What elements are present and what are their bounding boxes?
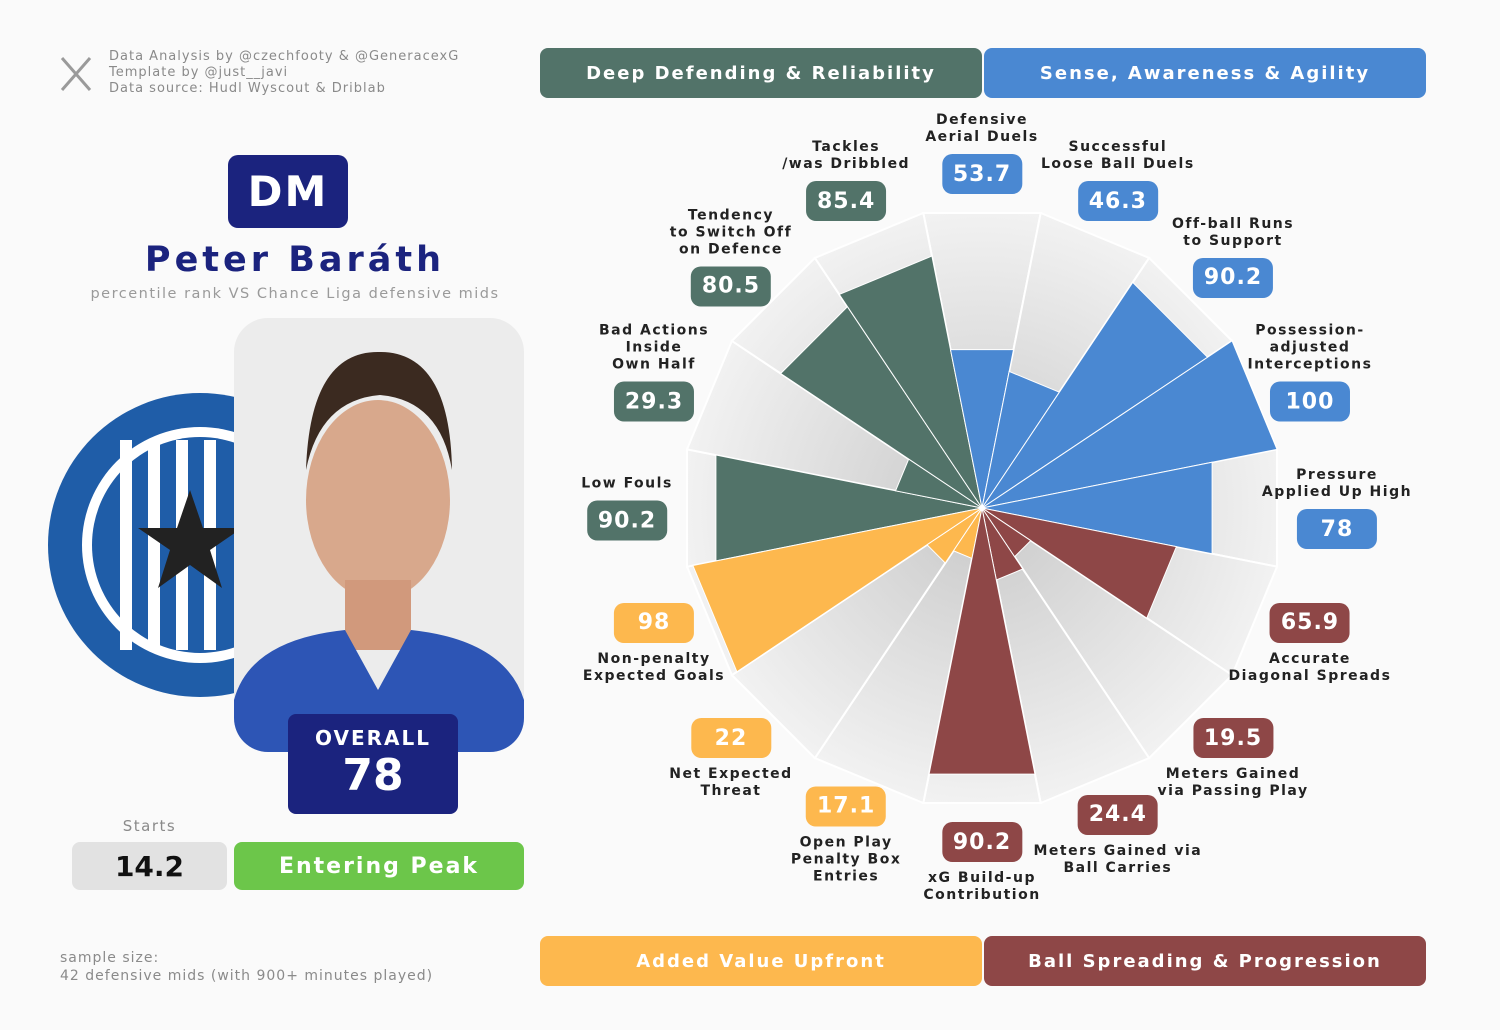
player-name: Peter Baráth <box>144 240 446 280</box>
axis-label: 65.9 Accurate Diagonal Spreads <box>1228 602 1392 685</box>
value-label: 80.5 <box>690 266 771 307</box>
credit: Template by @just__javi <box>109 65 289 80</box>
polar-chart <box>685 211 1279 805</box>
axis-label: Possession-adjusted Interceptions 100 <box>1215 323 1405 422</box>
value-label: 19.5 <box>1193 718 1274 759</box>
axis-label: Defensive Aerial Duels 53.7 <box>925 112 1038 194</box>
axis-label: 24.4 Meters Gained via Ball Carries <box>1033 794 1203 877</box>
club-logo <box>48 393 240 697</box>
group-banner: Added Value Upfront <box>540 936 982 986</box>
value-label: 85.4 <box>806 181 887 222</box>
category-label: Bad Actions Inside Own Half <box>598 322 710 373</box>
bar <box>928 507 1036 775</box>
category-label: Successful Loose Ball Duels <box>1041 139 1195 173</box>
category-label: Accurate Diagonal Spreads <box>1228 650 1392 684</box>
axis-label: Tackles /was Dribbled 85.4 <box>782 139 911 222</box>
starts-box <box>72 842 227 890</box>
category-label: Tendency to Switch Off on Defence <box>669 207 793 258</box>
axis-label: Bad Actions Inside Own Half 29.3 <box>599 323 709 422</box>
value-label: 29.3 <box>614 381 695 422</box>
axis-label: Pressure Applied Up High 78 <box>1262 467 1412 549</box>
axis-label: 98 Non-penalty Expected Goals <box>582 602 726 685</box>
axis-label: 22 Net Expected Threat <box>669 718 792 800</box>
axis-label: Off-ball Runs to Support 90.2 <box>1172 216 1294 298</box>
x-logo <box>60 57 92 91</box>
category-label: Possession-adjusted Interceptions <box>1247 322 1373 373</box>
value-label: 90.2 <box>1193 257 1274 298</box>
overall-box <box>288 714 458 814</box>
position: DM <box>247 167 329 216</box>
value-label: 17.1 <box>806 786 887 827</box>
position-badge <box>228 155 348 228</box>
overall-value: 78 <box>342 750 404 801</box>
value-label: 90.2 <box>587 500 667 541</box>
group-banner: Deep Defending & Reliability <box>540 48 982 98</box>
starts-label: Starts <box>122 817 177 835</box>
category-label: xG Build-up Contribution <box>923 870 1041 903</box>
value-label: 53.7 <box>942 154 1022 194</box>
credits: Data Analysis by @czechfooty & @Generace… <box>109 49 459 97</box>
starts-value: 14.2 <box>114 849 185 883</box>
status: Entering Peak <box>278 853 480 879</box>
group-banner: Sense, Awareness & Agility <box>984 48 1426 98</box>
category-label: Open Play Penalty Box Entries <box>790 834 902 885</box>
axis-label: 19.5 Meters Gained via Passing Play <box>1157 718 1308 800</box>
bar <box>692 507 983 673</box>
category-label: Low Fouls <box>581 475 673 492</box>
player-photo <box>234 351 524 752</box>
subtitle: percentile rank VS Chance Liga defensive… <box>90 286 500 302</box>
category-label: Net Expected Threat <box>669 766 793 800</box>
credit: Data Analysis by @czechfooty & @Generace… <box>109 49 460 64</box>
axis-label: Low Fouls 90.2 <box>581 476 673 541</box>
credit: Data source: Hudl Wyscout & Driblab <box>109 81 386 96</box>
value-label: 22 <box>690 718 771 759</box>
bar <box>981 507 1178 619</box>
value-label: 24.4 <box>1077 794 1158 835</box>
value-label: 98 <box>614 602 695 643</box>
overall-label: OVERALL <box>315 726 431 750</box>
sample-size: sample size: 42 defensive mids (with 900… <box>60 949 433 985</box>
sample-line: 42 defensive mids (with 900+ minutes pla… <box>60 968 434 984</box>
value-label: 100 <box>1269 381 1350 422</box>
axis-label: Successful Loose Ball Duels 46.3 <box>1041 139 1195 222</box>
category-label: Meters Gained via Ball Carries <box>1033 842 1203 876</box>
axis-label: Tendency to Switch Off on Defence 80.5 <box>669 207 793 307</box>
category-label: Off-ball Runs to Support <box>1171 215 1295 249</box>
value-label: 78 <box>1296 509 1377 549</box>
category-label: Meters Gained via Passing Play <box>1157 766 1309 800</box>
value-label: 65.9 <box>1269 602 1350 643</box>
group-banner: Ball Spreading & Progression <box>984 936 1426 986</box>
axis-label: 90.2 xG Build-up Contribution <box>923 822 1040 904</box>
category-label: Tackles /was Dribbled <box>782 139 911 173</box>
value-label: 46.3 <box>1077 181 1158 222</box>
category-label: Defensive Aerial Duels <box>925 112 1039 145</box>
sample-line: sample size: <box>60 950 160 966</box>
status-box <box>234 842 524 890</box>
category-label: Non-penalty Expected Goals <box>582 650 726 684</box>
category-label: Pressure Applied Up High <box>1261 467 1413 500</box>
value-label: 90.2 <box>941 822 1022 862</box>
axis-label: 17.1 Open Play Penalty Box Entries <box>791 786 901 885</box>
